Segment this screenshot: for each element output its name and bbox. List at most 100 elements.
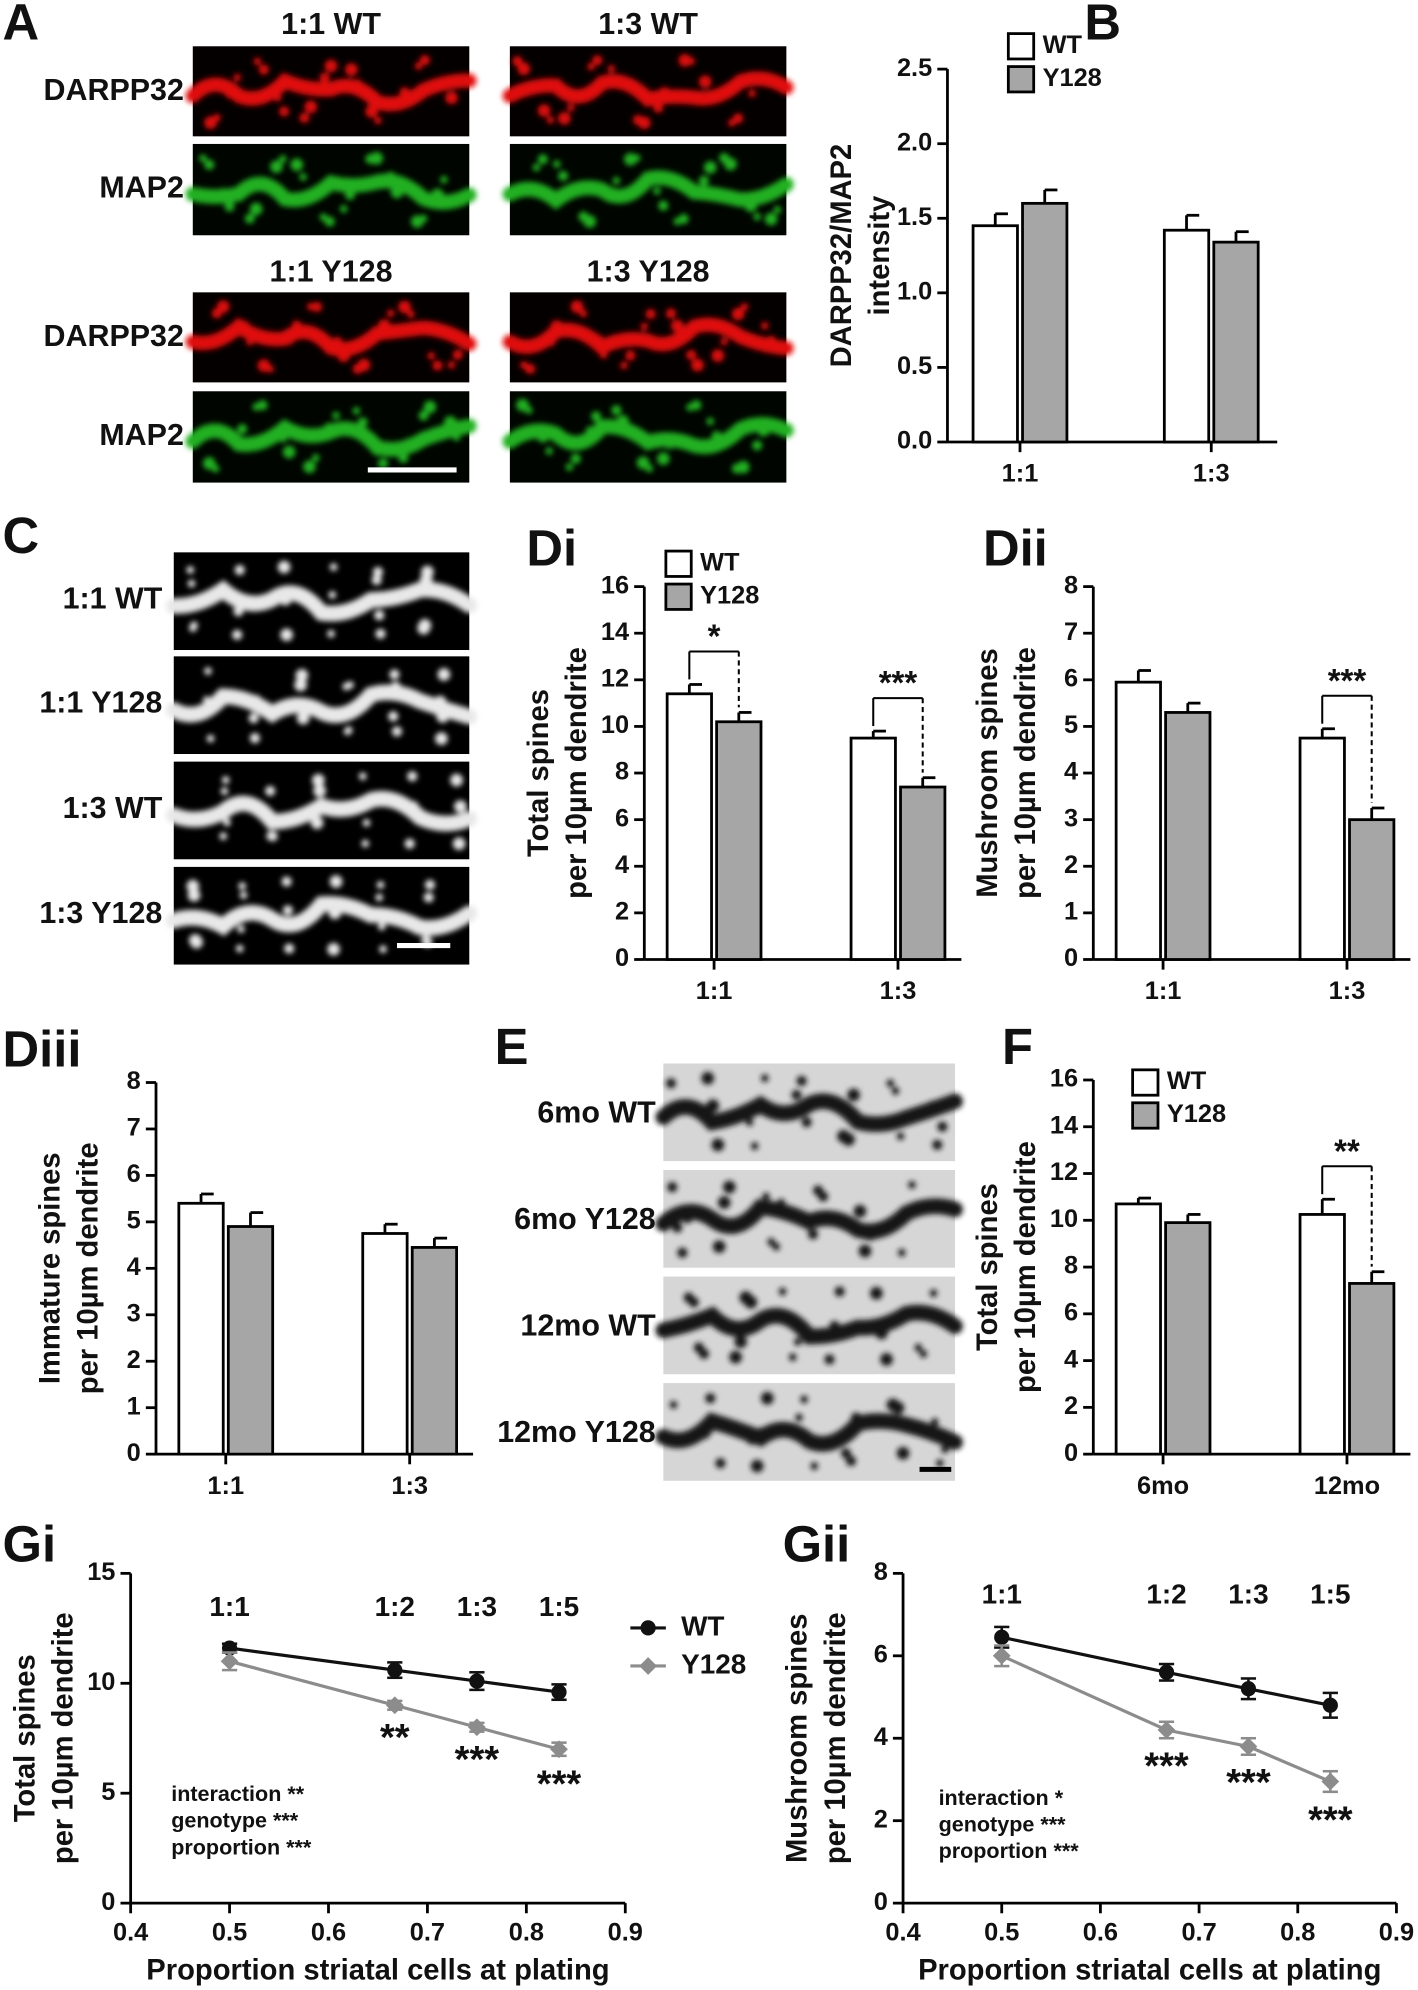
spine <box>691 358 704 372</box>
spine <box>773 206 782 214</box>
spine <box>187 579 196 588</box>
spine <box>361 839 370 848</box>
panel-letter: F <box>1002 1018 1033 1075</box>
spine <box>720 337 729 346</box>
dendrite <box>655 1391 963 1473</box>
spine <box>319 72 330 83</box>
data-point <box>1157 1721 1176 1739</box>
y-tick-label: 0.5 <box>897 352 932 380</box>
spine <box>323 422 337 436</box>
spine <box>257 359 271 372</box>
y-tick-label: 2 <box>127 1346 141 1374</box>
spine <box>924 1306 933 1314</box>
bar <box>971 224 1019 444</box>
y-tick-label: 7 <box>1064 618 1078 646</box>
y-axis-label: per 10µm dendrite <box>561 647 593 899</box>
spine <box>853 1204 867 1218</box>
spine <box>764 212 778 226</box>
spine <box>840 1448 852 1459</box>
dendrite <box>185 151 477 228</box>
y-tick-label: 0 <box>874 1888 888 1916</box>
x-tick-label: 0.8 <box>509 1918 544 1946</box>
dendrite-shaft <box>165 684 478 725</box>
spine <box>757 423 770 437</box>
spine <box>579 309 588 318</box>
y-tick-label: 1 <box>1064 898 1078 926</box>
bar <box>1164 1221 1212 1456</box>
point-label: 1:2 <box>1146 1579 1186 1610</box>
y-tick-label: 4 <box>127 1253 141 1281</box>
spine <box>728 118 736 127</box>
spine <box>436 710 449 723</box>
spine <box>404 838 415 849</box>
spine <box>374 116 382 125</box>
spine <box>337 349 351 363</box>
spine <box>800 1395 808 1404</box>
x-axis-label: Proportion striatal cells at plating <box>146 1954 609 1986</box>
spine <box>710 1416 721 1428</box>
y-tick-label: 10 <box>601 711 629 739</box>
spine <box>665 308 677 319</box>
spine <box>670 319 684 333</box>
spine <box>299 112 310 123</box>
spine <box>414 62 423 70</box>
spine <box>377 319 391 332</box>
spine <box>206 734 215 743</box>
legend-label: Y128 <box>681 1648 746 1679</box>
x-tick-label: 1:1 <box>207 1472 244 1500</box>
spine <box>624 152 637 166</box>
spine <box>187 888 201 902</box>
spine <box>324 59 338 73</box>
spine <box>339 205 348 213</box>
spine <box>211 308 222 319</box>
bar <box>665 692 713 961</box>
bar <box>1298 1213 1346 1456</box>
spine <box>282 445 296 459</box>
dendrite-shaft <box>185 173 477 210</box>
y-axis-label: Immature spines <box>35 1152 67 1384</box>
spine <box>870 1286 883 1300</box>
spine <box>829 1320 840 1332</box>
spine <box>796 1075 807 1087</box>
spine <box>328 906 342 920</box>
y-tick-label: 0 <box>1064 1439 1078 1467</box>
spine <box>767 1238 775 1246</box>
significance-label: * <box>708 618 721 655</box>
spine <box>199 154 207 163</box>
y-tick-label: 0.0 <box>897 427 932 455</box>
spine <box>328 591 337 599</box>
spine <box>232 440 240 449</box>
spine <box>936 1459 944 1468</box>
y-axis-label: Total spines <box>523 689 555 857</box>
significance-label: ** <box>380 1717 410 1759</box>
spine <box>625 350 636 361</box>
bar <box>1298 736 1346 961</box>
y-tick-label: 8 <box>127 1067 141 1095</box>
spine <box>715 1458 726 1469</box>
spine <box>281 876 292 887</box>
spine <box>375 893 384 902</box>
spine <box>365 105 378 118</box>
spine <box>777 1198 786 1207</box>
spine <box>398 452 409 464</box>
spine <box>667 1182 678 1193</box>
x-axis-label: Proportion striatal cells at plating <box>918 1954 1381 1986</box>
micrograph-label: 12mo Y128 <box>497 1415 656 1449</box>
spine <box>232 629 243 640</box>
bar <box>226 1225 275 1456</box>
spine <box>570 300 584 314</box>
spine <box>927 1100 938 1111</box>
spine <box>744 1295 758 1309</box>
panel-letter: C <box>3 507 40 564</box>
spine <box>611 405 622 416</box>
spine <box>329 563 338 571</box>
spine <box>204 159 215 170</box>
y-axis-label: per 10µm dendrite <box>73 1142 105 1394</box>
spine <box>286 336 295 345</box>
spine <box>389 669 400 680</box>
spine <box>728 1221 741 1234</box>
spine <box>324 216 335 227</box>
spine <box>398 300 411 314</box>
spine <box>279 155 287 163</box>
